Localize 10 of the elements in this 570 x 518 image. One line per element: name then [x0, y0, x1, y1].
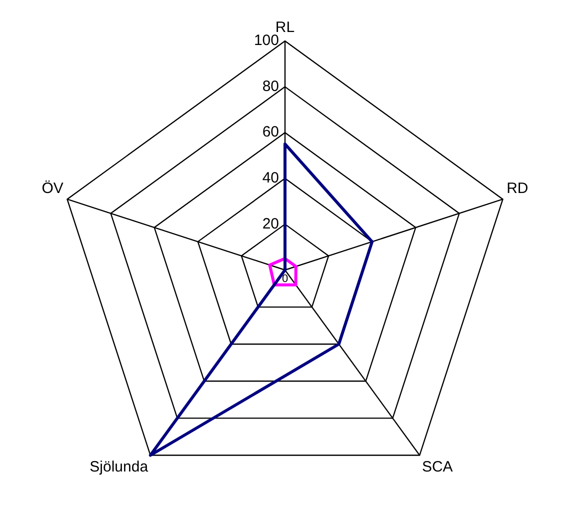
- y-tick-label: 40: [262, 170, 279, 187]
- y-tick-label: 100: [254, 32, 279, 50]
- y-tick-label: 80: [262, 78, 279, 95]
- spoke-label: RD: [506, 180, 528, 198]
- spoke-label: Sjölunda: [90, 458, 149, 476]
- spoke-label: SCA: [422, 458, 453, 476]
- y-tick-label: 0: [282, 273, 288, 286]
- y-tick-label: 20: [262, 215, 279, 232]
- y-tick-label: 60: [262, 124, 279, 141]
- spoke-label: ÖV: [42, 180, 64, 198]
